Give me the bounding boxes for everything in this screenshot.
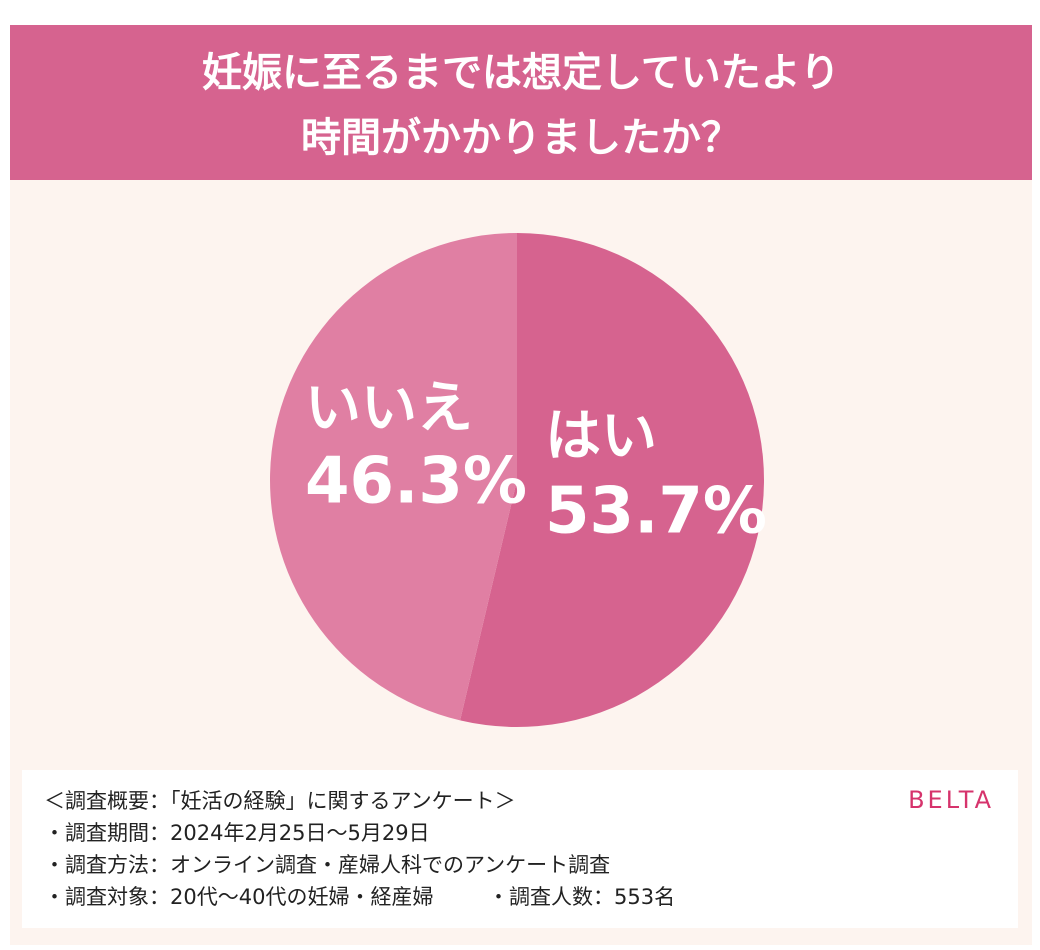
pie	[269, 233, 764, 727]
pie-slice	[460, 233, 764, 727]
notes-box	[22, 770, 1018, 928]
notes-line: ・調査人数：553名	[488, 885, 675, 909]
notes-line: ・調査期間：2024年2月25日〜5月29日	[44, 821, 430, 845]
slice-value-label: 53.7%	[545, 475, 767, 549]
pie-slice	[269, 233, 517, 721]
slice-category-label: いいえ	[305, 376, 473, 441]
chart-title: 妊娠に至るまでは想定していたより	[202, 50, 840, 96]
notes-heading: ＜調査概要：「妊活の経験」に関するアンケート＞	[44, 789, 516, 813]
brand: BELTA	[908, 786, 994, 814]
notes-line: ・調査対象：20代〜40代の妊婦・経産婦	[44, 885, 433, 909]
slice-category-label: はい	[545, 404, 657, 469]
notes-line: ・調査方法：オンライン調査・産婦人科でのアンケート調査	[44, 853, 610, 877]
slice-value-label: 46.3%	[305, 445, 527, 519]
title-band	[10, 25, 1032, 180]
chart-title: 時間がかかりましたか？	[301, 115, 741, 161]
